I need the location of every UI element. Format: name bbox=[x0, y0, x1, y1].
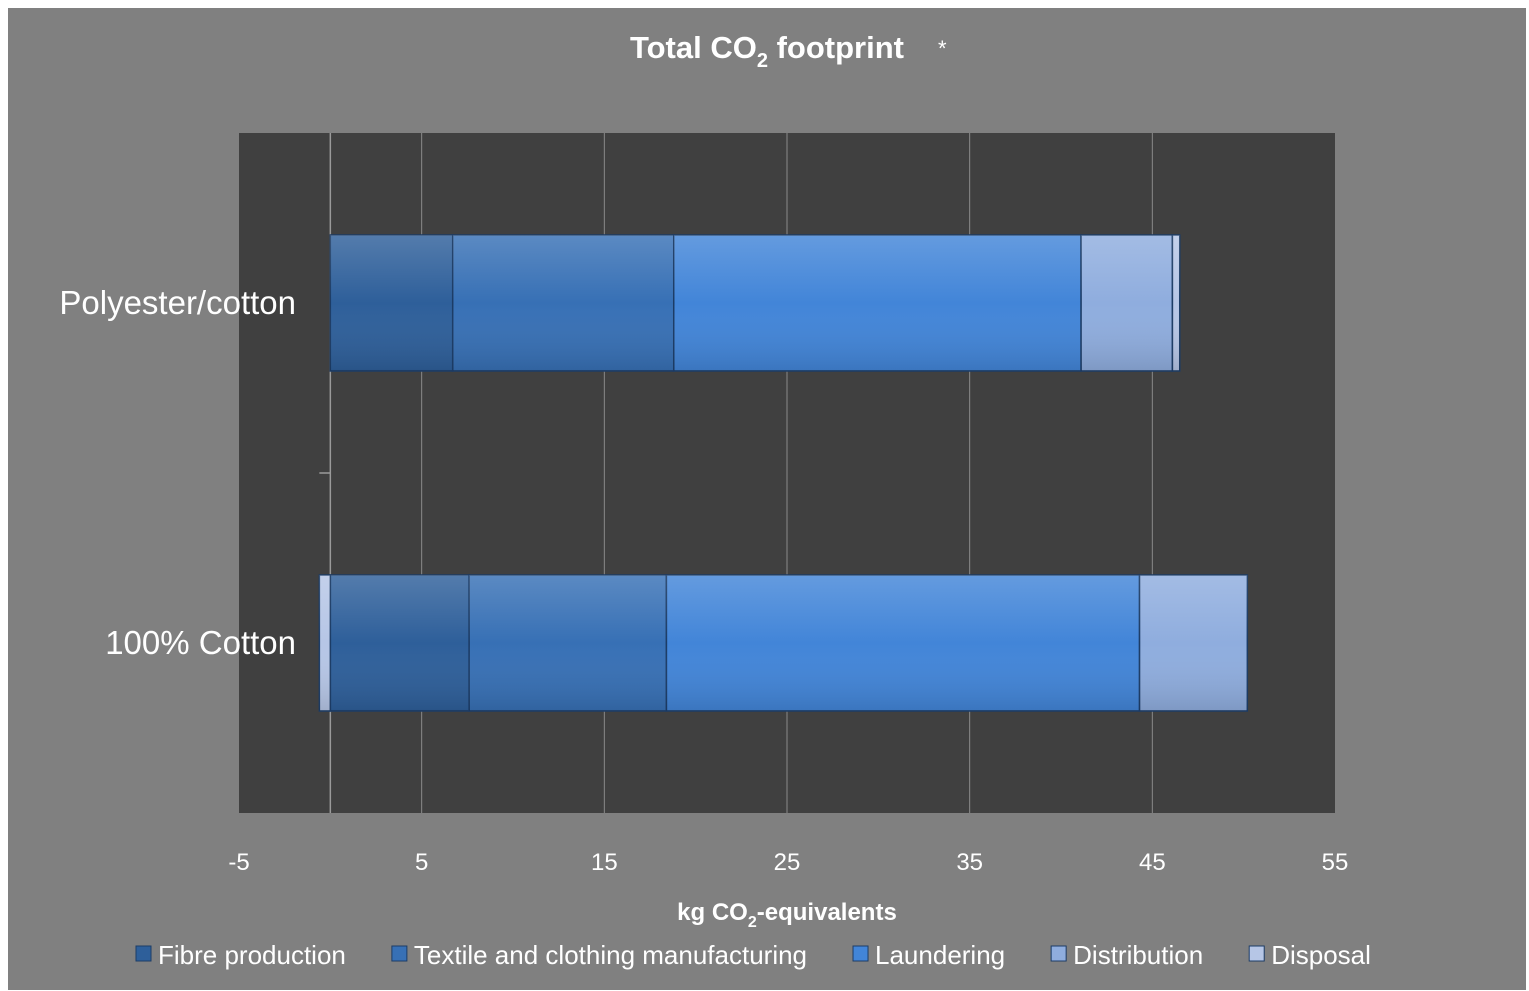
legend-label: Distribution bbox=[1073, 940, 1203, 970]
x-tick-label: -5 bbox=[228, 849, 249, 876]
bar-segment-shading bbox=[1172, 235, 1179, 371]
chart-title-rest: footprint bbox=[768, 30, 904, 65]
chart-frame: Total CO2 footprint * Polyester/cotton 10… bbox=[8, 8, 1526, 990]
bar-segment-shading bbox=[674, 235, 1081, 371]
x-axis-title-subscript: 2 bbox=[748, 914, 757, 931]
x-tick-label: 15 bbox=[591, 849, 618, 876]
bar-segment-shading bbox=[453, 235, 674, 371]
x-tick-label: 55 bbox=[1322, 849, 1349, 876]
x-axis-title-rest: -equivalents bbox=[757, 899, 897, 926]
bar-segment-shading bbox=[1140, 575, 1248, 711]
legend: Fibre production Textile and clothing man… bbox=[136, 940, 1371, 970]
x-tick-label: 45 bbox=[1139, 849, 1166, 876]
chart-title: Total CO2 footprint bbox=[630, 30, 904, 72]
bar-segment-shading bbox=[330, 575, 469, 711]
legend-swatch bbox=[1249, 946, 1264, 961]
bar-segment-shading bbox=[666, 575, 1139, 711]
x-axis-title: kg CO2-equivalents bbox=[677, 899, 897, 931]
chart-title-subscript: 2 bbox=[757, 50, 768, 72]
co2-footprint-chart: Total CO2 footprint * Polyester/cotton10… bbox=[8, 8, 1526, 990]
x-tick-labels: -5 5 15 25 35 45 55 bbox=[228, 849, 1348, 876]
bar-segment-shading bbox=[469, 575, 666, 711]
category-label: 100% Cotton bbox=[105, 624, 296, 661]
legend-label: Laundering bbox=[875, 940, 1005, 970]
legend-label: Disposal bbox=[1271, 940, 1371, 970]
legend-label: Fibre production bbox=[158, 940, 346, 970]
chart-title-main: Total CO bbox=[630, 30, 757, 65]
category-label: Polyester/cotton bbox=[59, 284, 296, 321]
legend-swatch bbox=[1051, 946, 1066, 961]
chart-title-asterisk: * bbox=[938, 36, 947, 61]
bar-segment-shading bbox=[319, 575, 330, 711]
x-tick-label: 35 bbox=[956, 849, 983, 876]
legend-label: Textile and clothing manufacturing bbox=[414, 940, 807, 970]
legend-swatch bbox=[392, 946, 407, 961]
bar-segment-shading bbox=[330, 235, 452, 371]
bar-segment-shading bbox=[1081, 235, 1172, 371]
legend-swatch bbox=[136, 946, 151, 961]
x-axis-title-main: kg CO bbox=[677, 899, 748, 926]
x-tick-label: 5 bbox=[415, 849, 428, 876]
x-tick-label: 25 bbox=[774, 849, 801, 876]
legend-swatch bbox=[853, 946, 868, 961]
